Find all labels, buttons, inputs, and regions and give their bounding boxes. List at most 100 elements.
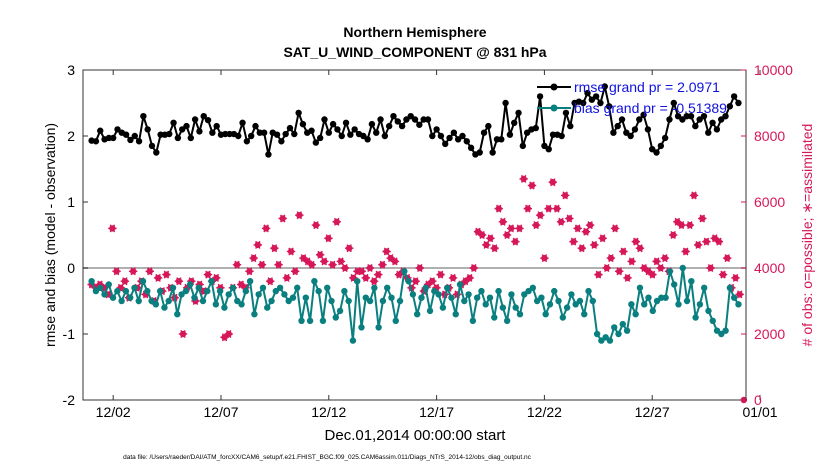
obs-assimilated-point <box>178 329 188 339</box>
bias-point <box>379 297 387 305</box>
bias-point <box>452 311 459 318</box>
series-layer <box>87 83 748 404</box>
bias-point <box>221 304 228 311</box>
rmse-point <box>398 122 406 130</box>
rmse-point <box>545 146 552 153</box>
x-axis: 12/02 12/07 12/12 12/17 12/22 12/27 01/01 <box>96 70 778 420</box>
bias-point <box>448 294 455 301</box>
obs-assimilated-point <box>565 214 574 223</box>
bias-point <box>186 281 194 288</box>
x-tick-label: 12/17 <box>419 404 454 420</box>
bias-point <box>131 284 138 291</box>
obs-assimilated-point <box>108 224 117 233</box>
rmse-point <box>541 142 548 150</box>
bias-point <box>229 284 237 291</box>
obs-assimilated-point <box>307 260 317 269</box>
obs-assimilated-point <box>482 240 491 249</box>
bias-point <box>529 284 537 291</box>
bias-point <box>165 297 172 305</box>
y-right-tick-label: 4000 <box>754 260 785 276</box>
rmse-point <box>329 120 337 128</box>
obs-assimilated-point <box>544 204 553 213</box>
bias-point <box>383 284 391 291</box>
bias-point <box>255 291 262 298</box>
y-right-tick-label: 10000 <box>754 62 793 78</box>
obs-assimilated-point <box>328 260 337 269</box>
bias-point <box>371 284 378 291</box>
rmse-point <box>437 132 445 140</box>
bias-point <box>401 268 408 275</box>
rmse-point <box>700 113 708 120</box>
bias-point <box>516 311 524 318</box>
bias-point <box>670 281 678 288</box>
bias-point <box>413 311 421 318</box>
rmse-point <box>618 116 626 123</box>
obs-assimilated-point <box>635 244 645 253</box>
rmse-point <box>467 144 475 152</box>
bias-point <box>366 297 374 305</box>
bias-point <box>281 291 288 298</box>
bias-point <box>174 311 181 318</box>
bias-point <box>156 287 164 295</box>
bias-point <box>478 287 485 295</box>
bias-point <box>208 278 215 285</box>
obs-assimilated-point <box>315 250 325 259</box>
bias-point <box>628 301 635 308</box>
bias-point <box>311 278 318 285</box>
rmse-point <box>450 129 458 136</box>
bias-point <box>679 264 686 272</box>
obs-assimilated-point <box>411 277 420 286</box>
rmse-point <box>709 119 716 127</box>
obs-assimilated-point <box>527 181 537 190</box>
rmse-point <box>364 136 371 143</box>
rmse-point <box>209 129 216 136</box>
bias-point <box>358 324 365 331</box>
rmse-point <box>649 146 656 153</box>
y-axis-left: -2 -1 0 1 2 3 <box>63 62 88 408</box>
y-left-tick-label: -1 <box>63 326 76 342</box>
rmse-point <box>213 122 220 130</box>
obs-assimilated-point <box>561 191 570 200</box>
rmse-point <box>558 132 565 140</box>
bias-point <box>666 268 674 275</box>
rmse-point <box>411 116 419 123</box>
rmse-point <box>519 142 527 150</box>
rmse-point <box>265 151 272 158</box>
bias-point <box>426 307 434 315</box>
rmse-point <box>114 126 121 133</box>
obs-assimilated-point <box>714 237 724 246</box>
bias-point <box>568 291 575 298</box>
bias-point <box>135 297 142 305</box>
rmse-point <box>735 99 742 107</box>
obs-assimilated-point <box>594 270 603 279</box>
bias-point <box>435 291 442 298</box>
obs-assimilated-point <box>253 240 262 249</box>
bias-point <box>354 278 361 285</box>
obs-assimilated-point <box>249 254 258 263</box>
bias-point <box>632 311 639 318</box>
rmse-point <box>92 138 100 145</box>
bias-point <box>392 317 399 324</box>
obs-assimilated-point <box>677 221 686 230</box>
obs-assimilated-point <box>706 263 715 273</box>
rmse-point <box>377 116 384 123</box>
bias-point <box>538 294 545 301</box>
rmse-point <box>424 116 432 123</box>
obs-assimilated-point <box>357 267 366 276</box>
obs-assimilated-point <box>320 257 329 266</box>
y-left-tick-label: -2 <box>63 392 76 408</box>
rmse-point <box>644 126 652 133</box>
obs-assimilated-point <box>681 247 690 256</box>
obs-assimilated-point <box>735 290 744 299</box>
bias-point <box>705 307 712 315</box>
bias-point <box>246 278 254 285</box>
x-tick-label: 01/01 <box>742 404 777 420</box>
obs-assimilated-point <box>702 237 711 246</box>
obs-assimilated-point <box>573 224 582 233</box>
obs-assimilated-point <box>145 267 154 276</box>
rmse-point <box>122 131 130 138</box>
obs-assimilated-point <box>290 267 300 276</box>
rmse-point <box>722 113 729 120</box>
y-left-tick-label: 3 <box>67 62 75 78</box>
